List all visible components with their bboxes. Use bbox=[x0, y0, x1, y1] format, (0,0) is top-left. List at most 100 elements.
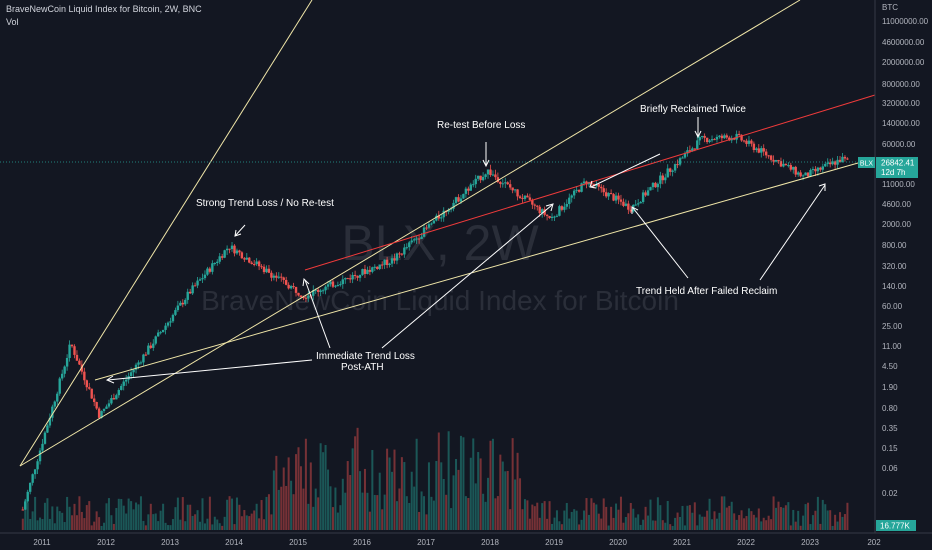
candle-body bbox=[314, 289, 317, 291]
candle-body bbox=[474, 178, 477, 185]
volume-bar bbox=[393, 449, 396, 530]
volume-bar bbox=[139, 496, 142, 530]
volume-bar bbox=[464, 496, 467, 530]
volume-bar bbox=[130, 501, 133, 530]
candle-body bbox=[331, 281, 335, 287]
volume-bar bbox=[282, 467, 285, 530]
volume-bar bbox=[71, 515, 74, 530]
candle-body bbox=[73, 346, 76, 355]
volume-bar bbox=[617, 509, 620, 530]
candle-body bbox=[233, 245, 236, 254]
volume-bar bbox=[669, 524, 672, 530]
candle-body bbox=[174, 310, 177, 315]
volume-bar bbox=[135, 502, 138, 530]
volume-indicator-label[interactable]: Vol bbox=[6, 17, 19, 27]
volume-bar bbox=[526, 500, 529, 530]
volume-bar bbox=[341, 478, 344, 530]
candle-body bbox=[92, 398, 96, 402]
candle-body bbox=[612, 194, 615, 201]
time-tick-label: 2013 bbox=[161, 538, 179, 547]
volume-bar bbox=[499, 454, 502, 530]
volume-bar bbox=[541, 503, 544, 530]
candle-body bbox=[782, 163, 785, 167]
candle-body bbox=[691, 148, 694, 152]
volume-bar bbox=[696, 525, 699, 530]
candle-body bbox=[533, 204, 536, 206]
candle-body bbox=[548, 215, 551, 218]
price-tick-label: 320.00 bbox=[882, 262, 907, 271]
candle-body bbox=[46, 425, 49, 433]
volume-bar bbox=[784, 505, 787, 530]
candle-body bbox=[265, 268, 268, 273]
volume-bar bbox=[184, 521, 187, 530]
candle-body bbox=[454, 197, 458, 203]
candle-body bbox=[351, 274, 354, 280]
candle-body bbox=[292, 286, 295, 288]
candle-body bbox=[28, 482, 32, 492]
volume-bar bbox=[792, 509, 795, 530]
volume-bar bbox=[816, 496, 819, 530]
candle-body bbox=[304, 297, 308, 299]
candle-body bbox=[819, 167, 822, 170]
volume-bar bbox=[127, 498, 130, 530]
candle-body bbox=[703, 135, 706, 138]
candle-body bbox=[390, 258, 394, 264]
candle-body bbox=[228, 248, 231, 250]
price-tick-label: 0.35 bbox=[882, 424, 898, 433]
volume-bar bbox=[250, 513, 253, 530]
volume-bar bbox=[405, 496, 408, 530]
volume-bar bbox=[659, 505, 662, 530]
candle-body bbox=[299, 295, 303, 297]
volume-bar bbox=[361, 492, 364, 530]
candle-body bbox=[715, 136, 719, 140]
volume-bar bbox=[775, 507, 778, 530]
volume-bar bbox=[799, 525, 802, 530]
candle-body bbox=[600, 186, 603, 189]
volume-bar bbox=[314, 488, 317, 530]
volume-bar bbox=[595, 504, 598, 530]
volume-bar bbox=[688, 505, 691, 530]
candle-body bbox=[203, 274, 207, 279]
volume-bar bbox=[304, 438, 307, 530]
candle-body bbox=[718, 135, 721, 137]
volume-bar bbox=[46, 498, 49, 530]
volume-bar bbox=[194, 514, 197, 530]
candle-body bbox=[107, 403, 111, 407]
volume-bar bbox=[698, 514, 701, 530]
candle-body bbox=[48, 417, 52, 426]
volume-bar bbox=[73, 503, 76, 530]
volume-bar bbox=[403, 462, 406, 530]
candle-body bbox=[806, 172, 810, 177]
candle-body bbox=[250, 262, 253, 264]
volume-bar bbox=[472, 438, 475, 530]
volume-bar bbox=[31, 511, 34, 530]
volume-bar bbox=[312, 506, 315, 530]
volume-bar bbox=[826, 510, 829, 530]
volume-bar bbox=[533, 506, 536, 530]
volume-bar bbox=[802, 515, 805, 530]
volume-bar bbox=[804, 504, 807, 530]
volume-bar bbox=[248, 516, 251, 530]
volume-bar bbox=[491, 438, 494, 530]
candle-body bbox=[51, 406, 54, 418]
candle-body bbox=[745, 140, 748, 144]
volume-bar bbox=[391, 471, 394, 530]
volume-bar bbox=[51, 506, 54, 530]
volume-bars bbox=[21, 427, 849, 530]
candle-body bbox=[248, 257, 251, 263]
volume-bar bbox=[299, 466, 302, 530]
candle-body bbox=[732, 138, 736, 140]
candle-body bbox=[400, 253, 404, 255]
candle-body bbox=[245, 257, 248, 260]
candle-body bbox=[678, 158, 682, 165]
volume-bar bbox=[789, 525, 792, 530]
volume-bar bbox=[587, 514, 590, 530]
time-tick-label: 2018 bbox=[481, 538, 499, 547]
volume-bar bbox=[536, 502, 539, 530]
candle-body bbox=[577, 189, 581, 192]
volume-bar bbox=[664, 522, 667, 530]
volume-bar bbox=[674, 517, 677, 530]
annotation-briefly-reclaimed-twice: Briefly Reclaimed Twice bbox=[640, 104, 746, 115]
